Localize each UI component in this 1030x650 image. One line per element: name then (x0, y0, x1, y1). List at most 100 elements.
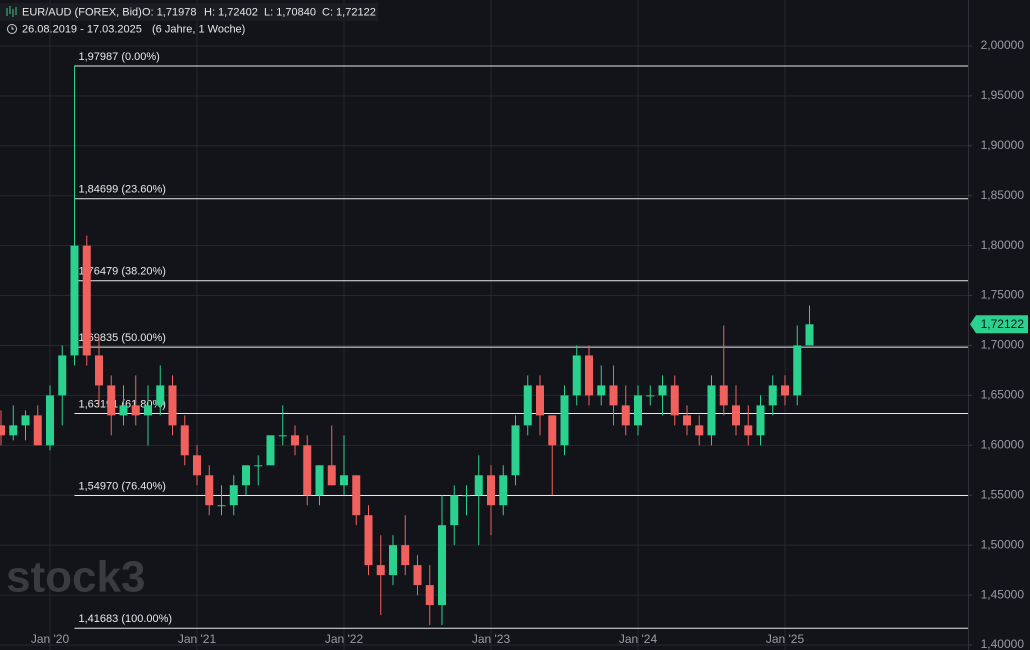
candle-body (793, 345, 802, 396)
x-tick-label: Jan '23 (472, 632, 511, 646)
last-price-box (970, 315, 1028, 334)
fib-label: 1,97987 (0.00%) (79, 51, 160, 63)
candle-body (254, 465, 263, 467)
fib-label: 1,41683 (100.00%) (79, 613, 173, 625)
y-axis: 1,40000 1,45000 1,50000 1,55000 1,60000 1,650… (31, 38, 1028, 650)
y-tick-label: 1,45000 (981, 587, 1025, 601)
y-tick-label: 1,75000 (981, 288, 1025, 302)
candle-body (340, 475, 348, 486)
candle-body (597, 385, 606, 396)
candle-body (278, 435, 287, 437)
candle-body (585, 355, 593, 396)
x-tick-label: Jan '25 (766, 632, 805, 646)
candle-body (156, 385, 165, 406)
candle-body (768, 385, 777, 406)
candle-body (352, 475, 361, 516)
candle-body (401, 545, 410, 566)
close-value: C: 1,72122 (322, 6, 376, 18)
candle-body (756, 405, 765, 436)
candle-body (389, 545, 397, 576)
y-tick-label: 1,80000 (981, 238, 1025, 252)
range-note: (6 Jahre, 1 Woche) (152, 23, 245, 35)
candle-body (70, 245, 79, 356)
candle-body (58, 355, 67, 396)
candle-body (107, 385, 116, 416)
candle-body (364, 515, 373, 566)
fib-label: 1,69835 (50.00%) (79, 332, 166, 344)
candle-body (21, 415, 30, 426)
y-tick-label: 1,85000 (981, 188, 1025, 202)
fib-label: 1,54970 (76.40%) (79, 480, 166, 492)
candle-body (327, 465, 336, 486)
candle-body (744, 425, 753, 436)
date-range: 26.08.2019 - 17.03.2025 (22, 23, 142, 35)
high-value: H: 1,72402 (204, 6, 258, 18)
open-value: O: 1,71978 (142, 6, 196, 18)
y-tick-label: 1,90000 (981, 138, 1025, 152)
last-price-label: 1,72122 (981, 317, 1025, 331)
candle-body (670, 385, 679, 416)
candle-body (609, 385, 618, 406)
candle-body (634, 395, 642, 426)
candles (0, 65, 814, 626)
fib-label: 1,84699 (23.60%) (79, 184, 166, 196)
candle-body (438, 525, 446, 606)
grid (0, 0, 968, 650)
x-tick-label: Jan '20 (31, 632, 70, 646)
candle-body (805, 324, 814, 346)
candle-body (95, 355, 103, 386)
candle-body (119, 405, 128, 416)
candle-body (0, 425, 5, 436)
candle-body (474, 475, 483, 496)
candle-body (229, 485, 238, 506)
candle-body (707, 385, 716, 436)
candle-body (719, 385, 728, 406)
candle-body (450, 495, 459, 526)
candle-body (376, 565, 385, 576)
candle-body (131, 405, 140, 416)
candle-body (242, 465, 250, 486)
candle-body (266, 435, 275, 466)
candle-body (572, 355, 581, 396)
y-tick-label: 1,65000 (981, 388, 1025, 402)
candle-body (523, 385, 532, 426)
candle-body (499, 475, 508, 506)
low-value: L: 1,70840 (264, 6, 316, 18)
y-tick-label: 1,95000 (981, 88, 1025, 102)
candle-body (33, 415, 42, 446)
y-tick-label: 1,55000 (981, 487, 1025, 501)
candle-body (82, 245, 91, 356)
candle-body (732, 405, 740, 426)
chart-title: EUR/AUD (FOREX, Bid) (22, 6, 142, 18)
y-tick-label: 2,00000 (981, 38, 1025, 52)
fibonacci: 1,97987 (0.00%) 1,84699 (23.60%) 1,76479 (… (74, 51, 968, 629)
candle-body (193, 455, 201, 476)
x-tick-label: Jan '21 (178, 632, 217, 646)
y-tick-label: 1,50000 (981, 537, 1025, 551)
candle-body (548, 415, 557, 446)
candle-body (205, 475, 214, 506)
candle-body (560, 395, 569, 446)
candle-body (217, 505, 226, 507)
last-price-tag: 1,72122 (970, 315, 1028, 334)
candle-body (291, 435, 299, 446)
candle-body (425, 585, 434, 606)
candle-body (46, 395, 54, 446)
y-tick-label: 1,40000 (981, 637, 1025, 650)
y-tick-label: 1,60000 (981, 437, 1025, 451)
clock-icon (7, 24, 17, 34)
candle-body (536, 385, 544, 416)
x-tick-label: Jan '22 (325, 632, 364, 646)
candle-body (621, 405, 630, 426)
y-tick-label: 1,70000 (981, 338, 1025, 352)
x-tick-label: Jan '24 (619, 632, 658, 646)
candle-body (9, 425, 18, 436)
candle-body (683, 415, 691, 426)
candle-body (781, 385, 789, 396)
candle-body (144, 405, 152, 416)
candle-body (487, 475, 495, 506)
candle-body (315, 465, 324, 496)
candle-body (695, 425, 704, 436)
